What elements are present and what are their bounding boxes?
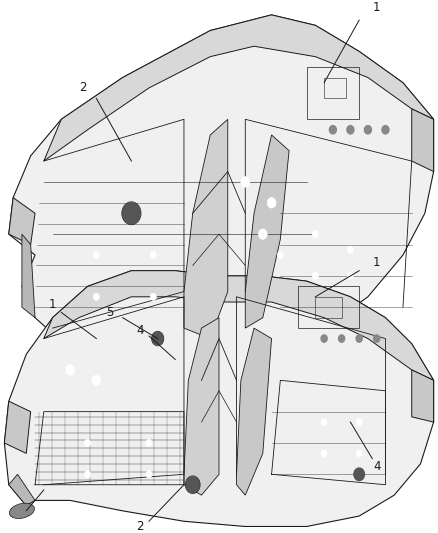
Circle shape (146, 471, 152, 478)
Text: 5: 5 (106, 306, 113, 319)
Circle shape (312, 230, 318, 238)
Text: 1: 1 (373, 256, 381, 269)
Circle shape (312, 272, 318, 280)
Circle shape (186, 477, 199, 492)
Circle shape (85, 439, 91, 447)
Text: 1: 1 (49, 298, 57, 311)
Circle shape (347, 126, 354, 134)
Polygon shape (4, 271, 434, 527)
Circle shape (347, 246, 353, 254)
Polygon shape (184, 318, 219, 495)
Circle shape (277, 252, 283, 259)
Circle shape (356, 450, 362, 457)
Circle shape (93, 293, 99, 301)
Polygon shape (9, 15, 434, 375)
Text: 1: 1 (373, 1, 381, 13)
Circle shape (146, 439, 152, 447)
Text: 2: 2 (136, 520, 144, 533)
Circle shape (356, 418, 362, 426)
Circle shape (85, 471, 91, 478)
Polygon shape (9, 198, 35, 245)
Bar (298, 286, 359, 328)
Bar (307, 67, 359, 119)
Text: 4: 4 (136, 324, 144, 337)
Circle shape (364, 126, 371, 134)
Polygon shape (22, 234, 35, 318)
Circle shape (321, 335, 327, 342)
Circle shape (152, 332, 163, 345)
Circle shape (123, 203, 140, 224)
Text: 4: 4 (373, 460, 381, 473)
Circle shape (347, 272, 353, 280)
Circle shape (93, 252, 99, 259)
Circle shape (66, 365, 74, 375)
Circle shape (92, 375, 101, 385)
Polygon shape (412, 109, 434, 172)
Circle shape (356, 335, 362, 342)
Polygon shape (412, 370, 434, 422)
Circle shape (241, 177, 250, 187)
Circle shape (321, 418, 327, 426)
Circle shape (258, 229, 267, 239)
Polygon shape (9, 474, 35, 506)
Circle shape (374, 335, 380, 342)
Circle shape (382, 126, 389, 134)
Bar (315, 297, 342, 318)
Polygon shape (245, 135, 289, 328)
Circle shape (329, 126, 336, 134)
Bar (324, 77, 346, 99)
Circle shape (354, 468, 364, 481)
Circle shape (150, 293, 156, 301)
Polygon shape (44, 271, 434, 381)
Polygon shape (184, 119, 228, 338)
Circle shape (339, 335, 345, 342)
Text: 2: 2 (79, 82, 87, 94)
Polygon shape (4, 401, 31, 454)
Text: 3: 3 (10, 507, 17, 520)
Ellipse shape (10, 504, 34, 518)
Circle shape (150, 252, 156, 259)
Polygon shape (237, 328, 272, 495)
Circle shape (321, 450, 327, 457)
Circle shape (267, 198, 276, 208)
Polygon shape (44, 15, 434, 161)
